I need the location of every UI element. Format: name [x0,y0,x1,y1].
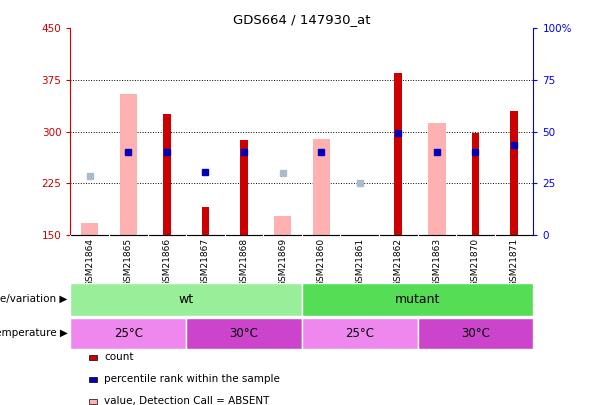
Text: wt: wt [178,293,194,306]
Bar [240,140,248,235]
Bar [302,318,417,349]
Bar [471,133,479,235]
Text: 30°C: 30°C [230,327,259,340]
Bar [274,215,291,235]
Title: GDS664 / 147930_at: GDS664 / 147930_at [233,13,371,26]
Bar [510,111,518,235]
Bar [394,73,402,235]
Text: count: count [104,352,134,362]
Text: 25°C: 25°C [345,327,375,340]
Text: percentile rank within the sample: percentile rank within the sample [104,374,280,384]
Bar [81,222,99,235]
Text: mutant: mutant [395,293,440,306]
Bar [70,283,302,316]
Bar [186,318,302,349]
Bar [302,283,533,316]
Bar [70,318,186,349]
Text: temperature ▶: temperature ▶ [0,328,67,338]
Bar [120,94,137,235]
Bar [428,124,446,235]
Bar [417,318,533,349]
Text: genotype/variation ▶: genotype/variation ▶ [0,294,67,304]
Bar [163,114,171,235]
Text: 25°C: 25°C [114,327,143,340]
Text: value, Detection Call = ABSENT: value, Detection Call = ABSENT [104,396,270,405]
Text: 30°C: 30°C [461,327,490,340]
Bar [313,139,330,235]
Bar [202,207,210,235]
